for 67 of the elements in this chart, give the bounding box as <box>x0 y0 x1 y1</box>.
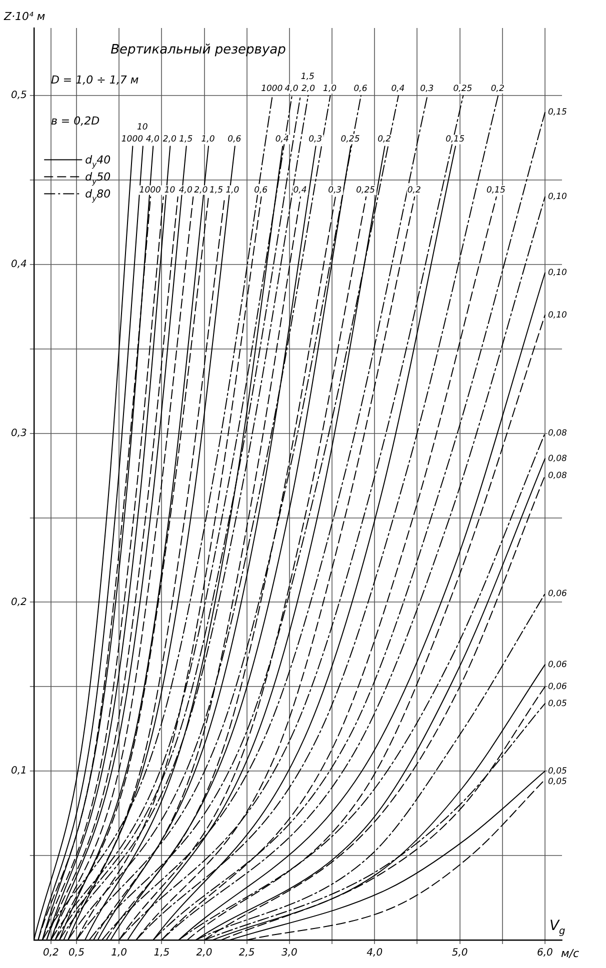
series-label: 0,06 <box>548 588 568 599</box>
series-label: 0,08 <box>548 428 568 439</box>
series-label: 1,0 <box>201 134 215 145</box>
series-label: 1000 <box>121 134 144 145</box>
series-label: 0,10 <box>548 192 567 202</box>
series-label: 0,4 <box>293 185 307 196</box>
text: Вертикальный резервуар <box>110 42 286 58</box>
series-label: 0,2 <box>407 185 421 196</box>
series-label: 0,4 <box>275 134 289 145</box>
series-label: 0,05 <box>548 698 567 709</box>
series-label: 4,0 <box>178 185 192 196</box>
series-label: 0,4 <box>391 84 405 94</box>
series-label: 0,25 <box>356 185 376 196</box>
series-label: 0,08 <box>548 454 568 464</box>
y-tick-label: 0,5 <box>10 90 27 102</box>
series-label: 0,08 <box>548 470 568 481</box>
annotation: в = 0,2D <box>50 114 100 128</box>
y-tick-label: 0,1 <box>10 766 27 777</box>
x-tick-label: 3,0 <box>281 948 298 959</box>
y-tick-label: 0,3 <box>10 428 27 439</box>
x-tick-label: 1,5 <box>154 948 170 959</box>
series-label: 0,15 <box>548 108 567 118</box>
series-label: 0,15 <box>486 185 506 196</box>
series-label: 4,0 <box>146 134 160 145</box>
x-tick-label: 0,5 <box>68 948 84 959</box>
y-tick-label: 0,2 <box>10 596 27 608</box>
series-label: 0,25 <box>453 84 472 94</box>
series-label: 2,0 <box>194 185 208 196</box>
series-label: 0,6 <box>354 84 368 94</box>
series-label: 1,5 <box>210 185 224 196</box>
x-tick-label: 5,0 <box>452 948 468 959</box>
series-label: 4,0 <box>284 84 298 94</box>
series-label: 0,2 <box>378 134 392 145</box>
text: м/с <box>560 947 580 960</box>
annotation: D = 1,0 ÷ 1,7 м <box>50 74 139 87</box>
series-label: 1,0 <box>323 84 337 94</box>
series-label: 1000 <box>261 84 283 94</box>
series-label: 1,5 <box>179 134 193 145</box>
series-label: 0,06 <box>548 660 568 670</box>
series-label: 2,0 <box>302 84 316 94</box>
series-label: 0,3 <box>328 185 342 196</box>
series-label: 0,06 <box>548 682 568 692</box>
series-label: 10 <box>164 185 176 196</box>
series-label: 0,6 <box>228 134 242 145</box>
series-label: 0,2 <box>490 84 504 94</box>
series-label: 0,3 <box>308 134 322 145</box>
x-tick-label: 2,5 <box>238 948 255 959</box>
x-tick-label: 2,0 <box>196 948 212 959</box>
x-tick-label: 0,2 <box>42 948 59 959</box>
x-tick-label: 4,0 <box>366 948 383 959</box>
series-label: 1,0 <box>226 185 240 196</box>
x-tick-label: 1,0 <box>111 948 128 959</box>
series-label: 1000 <box>139 185 161 196</box>
series-label: 0,3 <box>420 84 434 94</box>
series-label: 0,25 <box>340 134 360 145</box>
series-label: 0,05 <box>548 776 567 787</box>
series-label: 10 <box>137 122 148 133</box>
series-label: 0,10 <box>548 310 567 320</box>
series-label: 0,15 <box>446 134 465 145</box>
x-tick-label: 6,0 <box>537 948 553 959</box>
series-label: 0,6 <box>254 185 268 196</box>
y-tick-label: 0,4 <box>10 259 27 270</box>
series-label: 1,5 <box>300 72 314 82</box>
series-label: 2,0 <box>162 134 176 145</box>
y-axis-title: Z·10⁴ м <box>3 10 46 23</box>
series-label: 0,10 <box>548 268 567 278</box>
series-label: 0,05 <box>548 766 567 776</box>
